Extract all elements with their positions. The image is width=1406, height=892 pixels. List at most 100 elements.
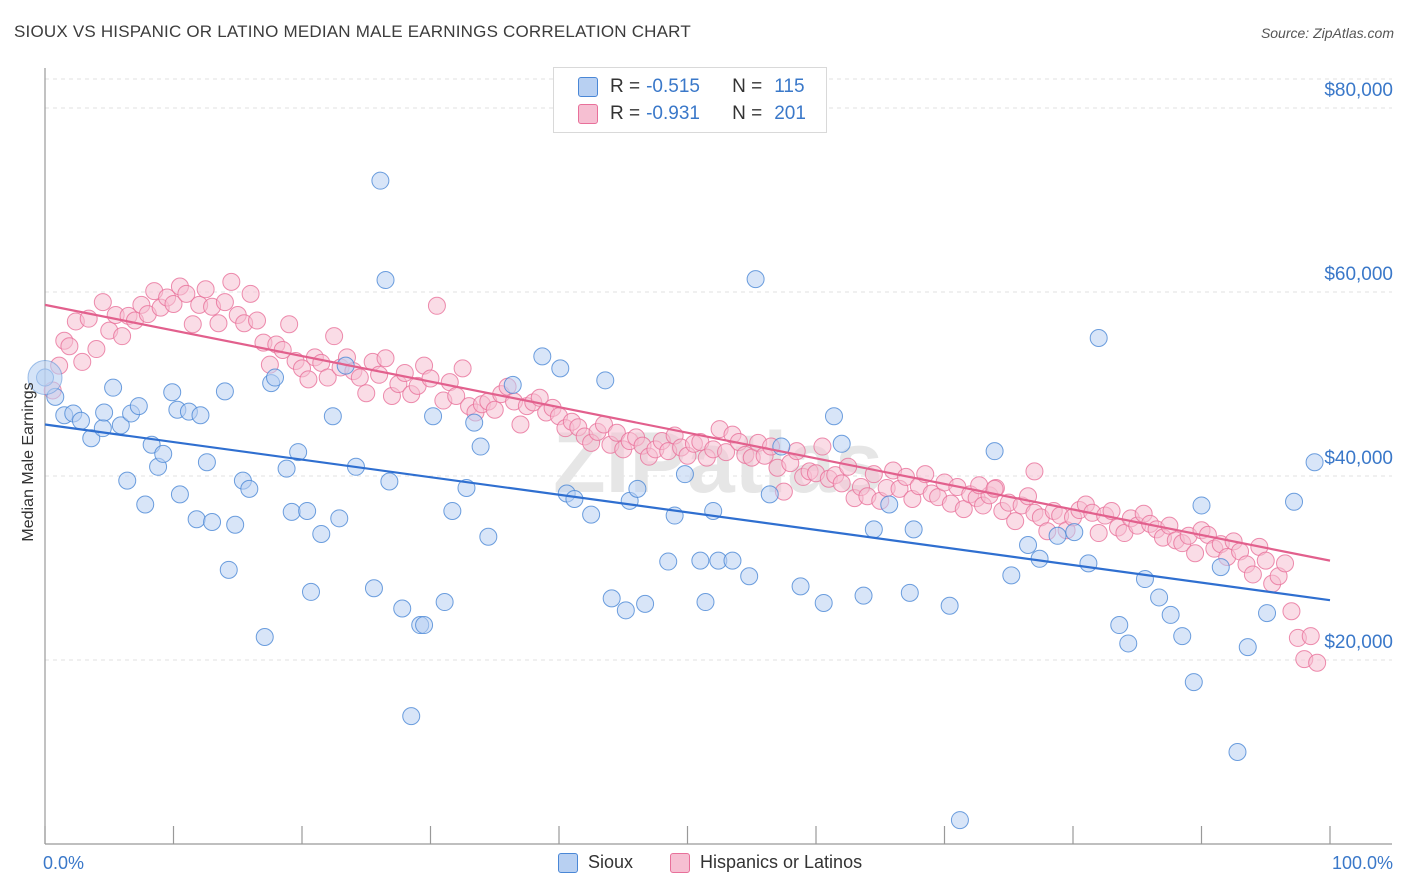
hispanic-point	[215, 293, 234, 312]
sioux-point	[95, 403, 114, 422]
bottom-legend-hispanic: Hispanics or Latinos	[670, 852, 862, 873]
sioux-point	[380, 472, 399, 491]
hispanic-point	[183, 315, 202, 334]
sioux-point	[479, 527, 498, 546]
hispanic-point	[1243, 565, 1262, 584]
sioux-trend-line	[44, 423, 1331, 602]
sioux-point	[289, 443, 308, 462]
hispanic-point	[87, 340, 106, 359]
hispanic-swatch	[670, 852, 690, 873]
hispanic-point	[1256, 551, 1275, 570]
x-tick-label: 0.0%	[43, 853, 84, 873]
correlation-legend: R = -0.515 N = 115 R = -0.931 N = 201	[553, 67, 827, 133]
y-tick-label: $40,000	[1324, 448, 1393, 469]
sioux-point	[255, 628, 274, 646]
sioux-point	[1258, 604, 1277, 623]
sioux-point	[118, 471, 137, 490]
sioux-point	[219, 560, 238, 579]
sioux-point	[1019, 536, 1038, 554]
legend-r-value: -0.515	[646, 76, 700, 97]
sioux-point	[226, 515, 245, 534]
sioux-point	[533, 347, 552, 366]
legend-r-value: -0.931	[646, 103, 700, 124]
sioux-point	[696, 593, 715, 612]
sioux-swatch	[558, 852, 578, 873]
sioux-point	[1079, 554, 1098, 573]
sioux-point	[471, 437, 490, 456]
hispanic-point	[299, 370, 318, 389]
y-tick-label: $80,000	[1324, 80, 1393, 101]
sioux-point	[376, 271, 395, 290]
sioux-point	[904, 520, 923, 539]
sioux-point	[203, 513, 222, 531]
hispanic-point	[607, 423, 626, 442]
sioux-point	[163, 383, 182, 402]
bottom-legend-sioux-label: Sioux	[588, 852, 634, 872]
grid-lines	[45, 78, 1392, 661]
sioux-point	[1048, 526, 1067, 545]
sioux-point	[364, 579, 383, 598]
sioux-point	[628, 479, 647, 498]
sioux-point	[71, 411, 90, 430]
hispanic-point	[164, 294, 183, 313]
sioux-point	[465, 413, 484, 432]
hispanic-point	[485, 400, 504, 419]
legend-n-label: N =	[732, 103, 763, 124]
sioux-point	[323, 407, 342, 426]
hispanic-point	[1301, 627, 1320, 646]
sioux-point	[1192, 496, 1211, 515]
hispanic-point	[1276, 554, 1295, 573]
sioux-point	[691, 551, 710, 570]
sioux-point	[277, 459, 296, 478]
sioux-point	[1002, 566, 1021, 585]
sioux-point	[940, 596, 959, 615]
sioux-point	[1089, 329, 1108, 347]
sioux-point	[330, 509, 349, 528]
sioux-point	[443, 501, 462, 520]
sioux-point	[659, 552, 678, 571]
sioux-point	[215, 382, 234, 401]
y-tick-labels: $20,000 $40,000 $60,000 $80,000	[1324, 80, 1393, 653]
sioux-point	[415, 616, 434, 635]
legend-r-label: R =	[610, 103, 641, 124]
sioux-point	[435, 593, 454, 612]
hispanic-point	[248, 311, 267, 330]
sioux-point	[551, 359, 570, 378]
hispanic-point	[350, 368, 369, 387]
hispanic-point	[717, 443, 736, 462]
sioux-point	[136, 495, 155, 514]
sioux-points	[27, 171, 1324, 830]
sioux-point	[371, 171, 390, 190]
chart-source: Source: ZipAtlas.com	[1260, 25, 1394, 41]
legend-r-label: R =	[610, 76, 641, 97]
y-tick-label: $60,000	[1324, 264, 1393, 285]
sioux-point-large	[27, 360, 63, 396]
x-tick-labels: 0.0% 100.0%	[43, 853, 1393, 873]
sioux-point	[298, 501, 317, 520]
hispanic-point	[832, 474, 851, 493]
hispanic-swatch	[578, 104, 598, 124]
hispanic-point	[1282, 602, 1301, 621]
sioux-point	[170, 485, 189, 504]
hispanic-point	[1006, 512, 1025, 531]
hispanic-point	[787, 442, 806, 461]
sioux-point	[191, 406, 210, 425]
sioux-point	[154, 444, 173, 463]
hispanic-point	[813, 437, 832, 456]
hispanic-point	[222, 272, 241, 291]
sioux-point	[1211, 558, 1230, 577]
sioux-point	[760, 485, 779, 504]
sioux-point	[675, 465, 694, 484]
sioux-point	[1065, 523, 1084, 542]
hispanic-point	[1308, 653, 1327, 672]
hispanic-point	[60, 337, 79, 356]
legend-n-value: 201	[774, 103, 806, 124]
hispanic-point	[370, 365, 389, 384]
hispanic-point	[280, 315, 299, 334]
sioux-point	[240, 479, 259, 498]
sioux-point	[266, 368, 285, 387]
hispanic-point	[73, 352, 92, 371]
sioux-point	[824, 407, 843, 426]
y-tick-label: $20,000	[1324, 632, 1393, 653]
hispanic-point	[427, 296, 446, 315]
